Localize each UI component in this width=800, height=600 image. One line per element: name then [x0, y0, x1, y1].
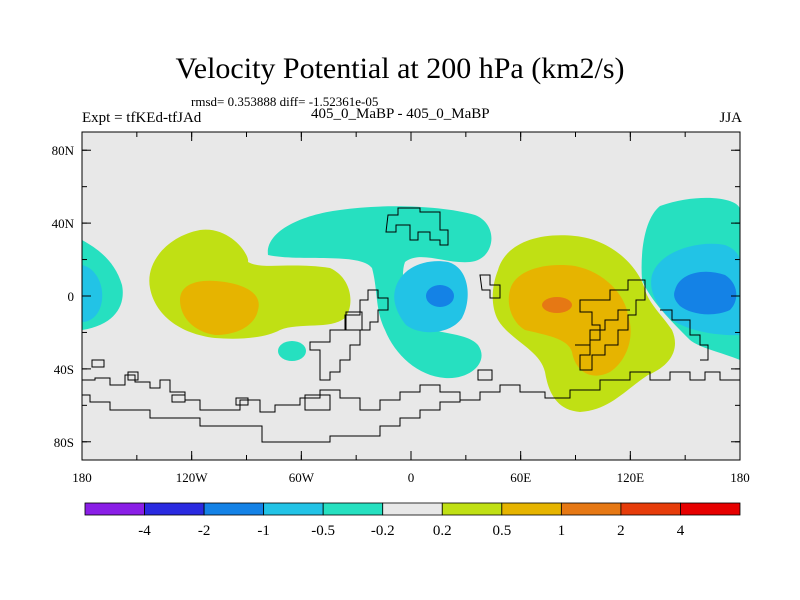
colorbar-label: 1 — [558, 523, 566, 539]
x-tick-label: 180 — [72, 470, 92, 485]
colorbar-label: 0.5 — [492, 523, 511, 539]
y-tick-label: 40S — [54, 362, 74, 377]
x-tick-label: 60E — [510, 470, 531, 485]
colorbar-swatch — [84, 502, 145, 516]
stats-line: rmsd= 0.353888 diff= -1.52361e-05 — [191, 94, 379, 109]
colorbar-swatch — [620, 502, 681, 516]
colorbar-swatch — [144, 502, 205, 516]
coastline-antarctic — [82, 394, 461, 443]
coastline-africa — [579, 279, 646, 371]
coastline-asia-east — [660, 309, 709, 361]
x-tick-label: 180 — [730, 470, 750, 485]
colorbar-swatch — [560, 502, 622, 516]
pos05-contour-asia — [508, 265, 631, 376]
colorbar-label: -0.2 — [371, 523, 395, 539]
colorbar-label: -1 — [257, 523, 270, 539]
colorbar-swatch — [263, 502, 324, 516]
colorbar-label: -0.5 — [311, 523, 335, 539]
neg1-contour-pacific — [674, 271, 737, 315]
x-tick-label: 120W — [176, 470, 209, 485]
axis-ticks: 80N 40N 0 40S 80S 180 120W 60W 0 60E 120E 180 — [52, 132, 750, 485]
neg05-contour-west — [82, 265, 103, 322]
coastline-peninsula — [575, 309, 630, 346]
neg1-contour-atlantic — [426, 285, 454, 307]
colorbar-label: -2 — [198, 523, 211, 539]
coastline-small-islands — [127, 369, 493, 411]
y-tick-label: 40N — [52, 216, 75, 231]
colorbar-swatch — [441, 502, 503, 516]
y-tick-label: 0 — [68, 289, 75, 304]
coastline-island — [345, 311, 363, 331]
coastline-southern — [82, 359, 740, 413]
y-tick-label: 80S — [54, 435, 74, 450]
coastline-north-america — [385, 207, 449, 246]
neg-contour-small — [278, 341, 306, 361]
colorbar-swatch — [382, 502, 443, 516]
colorbar-label: 0.2 — [433, 523, 452, 539]
contour-fills — [82, 197, 740, 412]
coastline-south-america — [309, 289, 389, 381]
pos05-contour-pacific-west — [180, 280, 259, 335]
x-tick-label: 120E — [617, 470, 645, 485]
center-label: 405_0_MaBP - 405_0_MaBP — [311, 106, 490, 122]
pos1-contour-asia — [542, 297, 572, 313]
colorbar-swatch — [322, 502, 384, 516]
season-label: JJA — [719, 110, 742, 126]
neg-contour-atlantic — [267, 206, 492, 379]
colorbar-label: 2 — [617, 523, 625, 539]
colorbar-swatch — [501, 502, 562, 516]
colorbar: -4 -2 -1 -0.5 -0.2 0.2 0.5 1 2 4 — [84, 502, 741, 539]
experiment-label: Expt = tfKEd-tfJAd — [82, 110, 202, 126]
colorbar-swatch — [680, 502, 741, 516]
x-tick-label: 60W — [289, 470, 315, 485]
chart-title: Velocity Potential at 200 hPa (km2/s) — [175, 52, 625, 85]
colorbar-label: 4 — [677, 523, 685, 539]
x-tick-label: 0 — [408, 470, 415, 485]
colorbar-label: -4 — [138, 523, 151, 539]
coastlines — [82, 207, 740, 443]
coastline-central — [479, 274, 501, 299]
y-tick-label: 80N — [52, 143, 75, 158]
colorbar-swatch — [203, 502, 265, 516]
